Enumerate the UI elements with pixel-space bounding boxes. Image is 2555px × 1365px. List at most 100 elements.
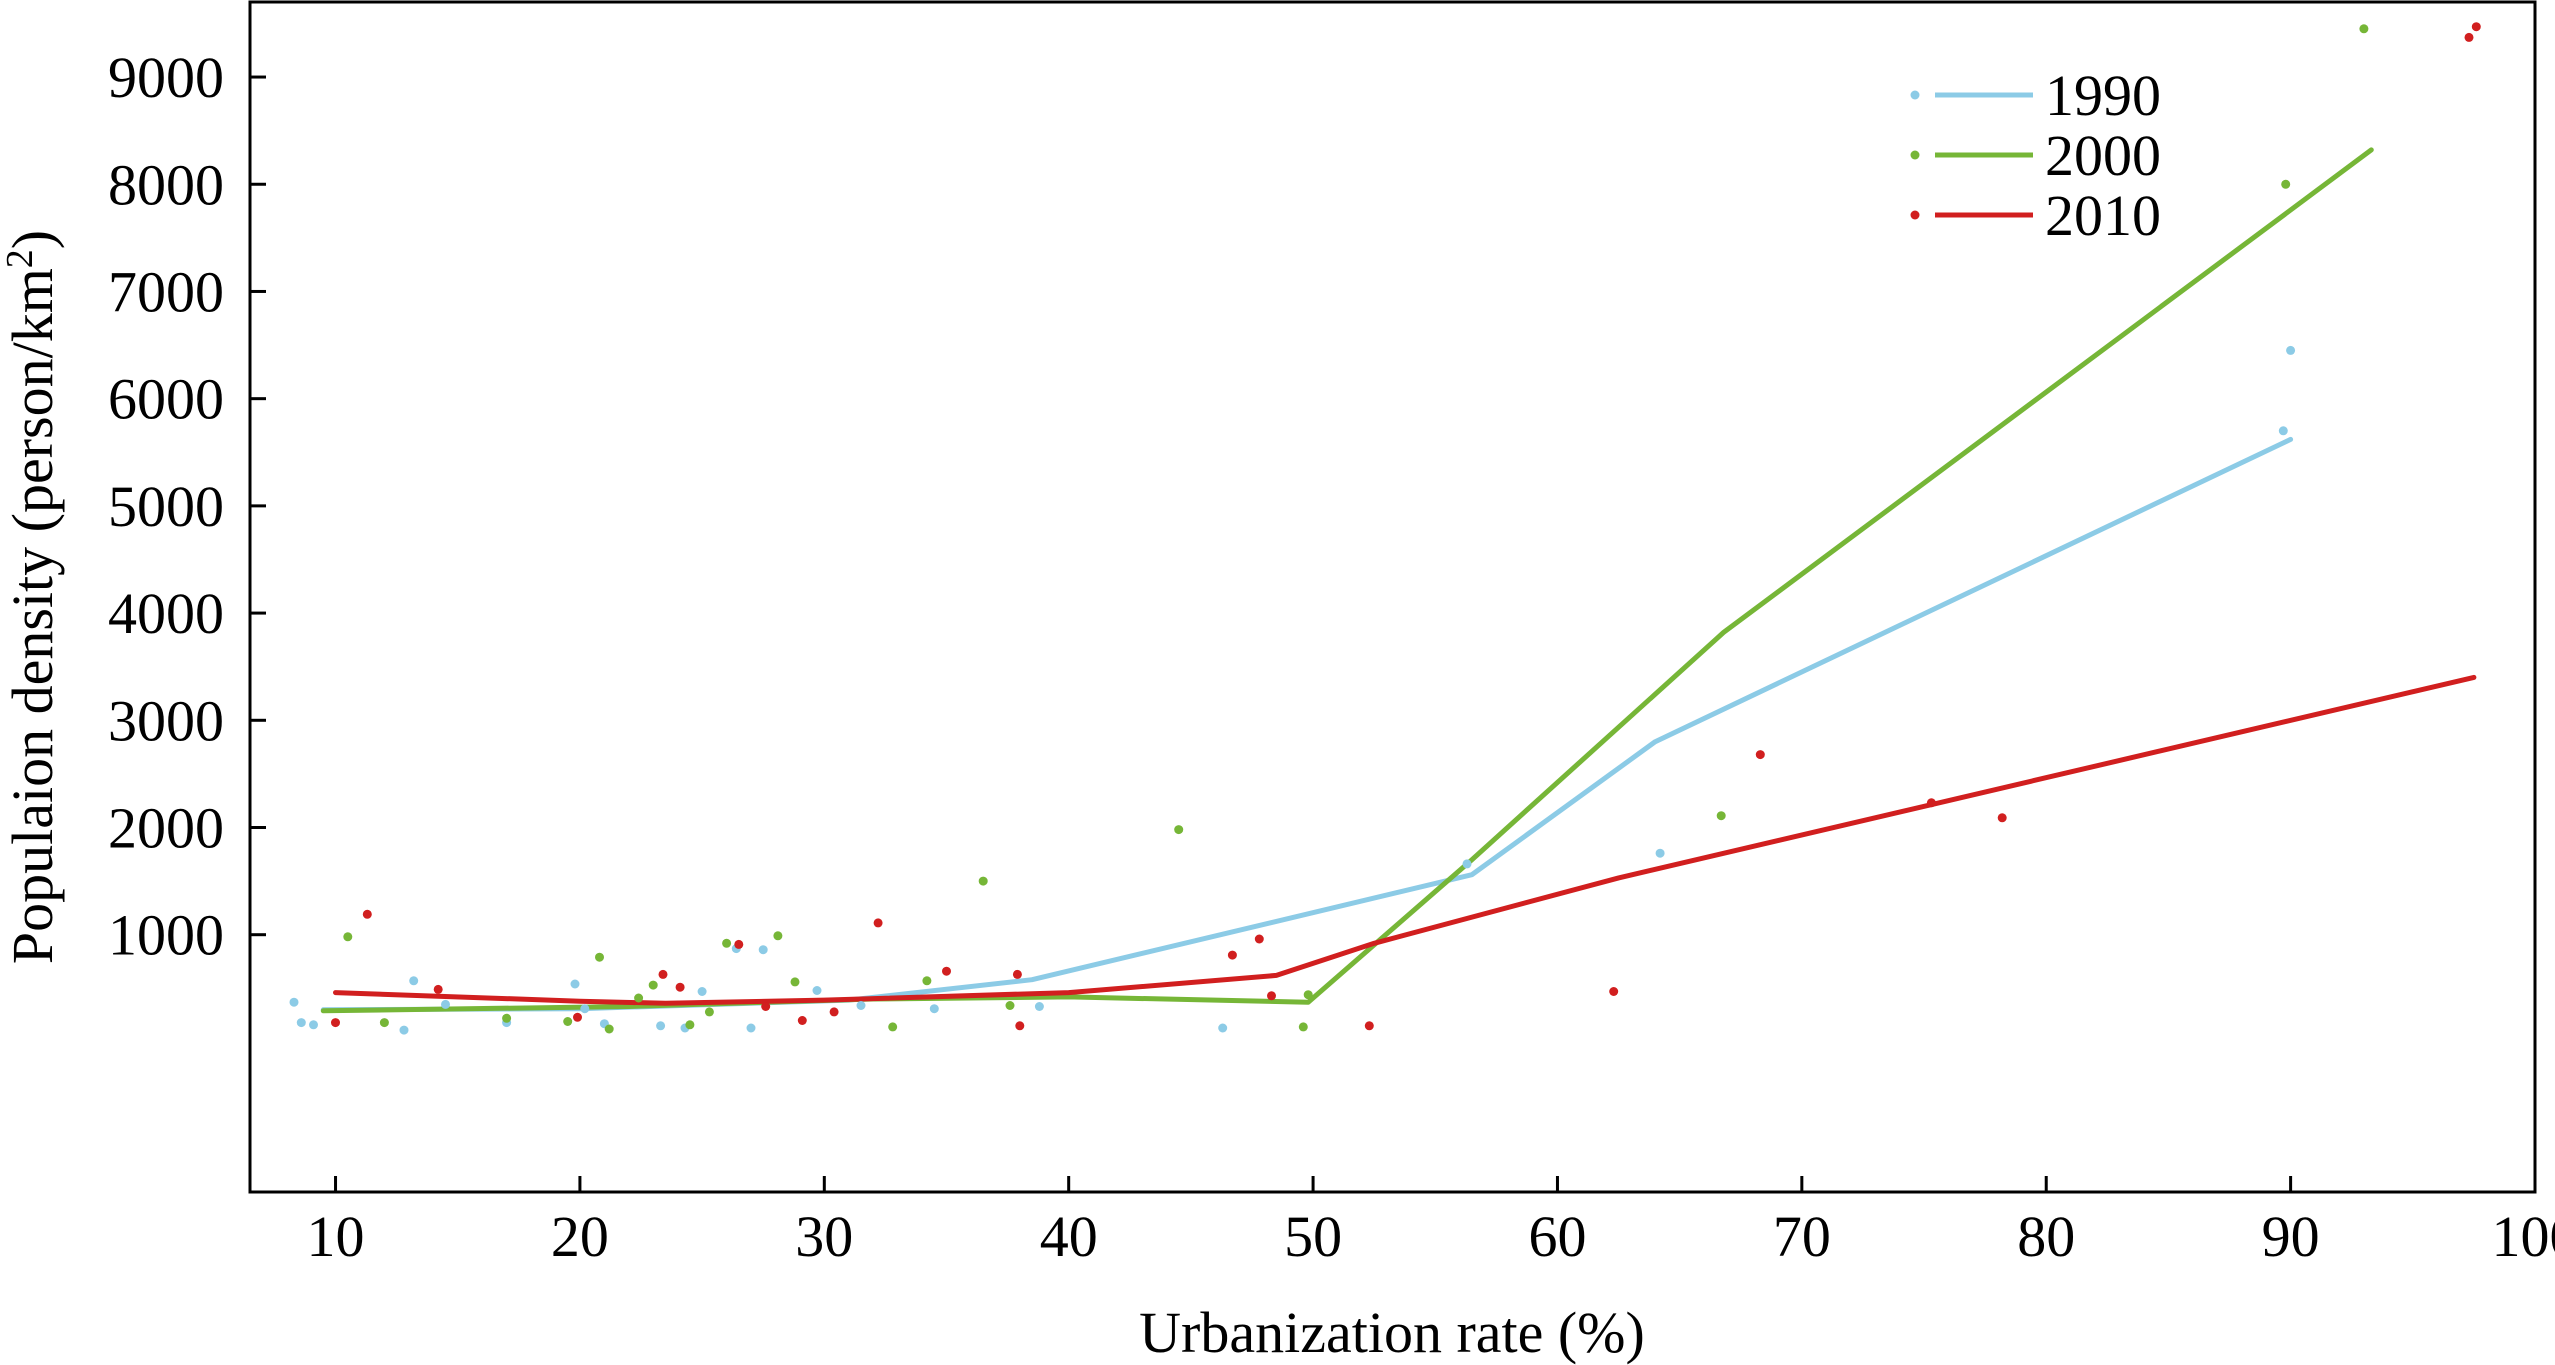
data-point-2010-17 <box>1364 1021 1374 1031</box>
x-tick-label-10: 10 <box>307 1204 365 1269</box>
data-point-1990-18 <box>929 1004 939 1014</box>
data-point-1990-23 <box>2278 426 2288 436</box>
data-point-1990-8 <box>580 1004 590 1014</box>
data-point-1990-24 <box>2286 345 2296 355</box>
data-point-2010-9 <box>829 1007 839 1017</box>
data-point-2010-16 <box>1267 991 1276 1001</box>
data-point-2010-2 <box>433 984 443 994</box>
data-point-1990-16 <box>812 986 822 995</box>
data-point-2010-3 <box>573 1012 582 1022</box>
data-point-2010-4 <box>658 969 668 979</box>
data-point-2010-21 <box>1997 813 2007 823</box>
x-tick-label-100: 100 <box>2492 1204 2555 1269</box>
data-point-2000-15 <box>978 876 988 886</box>
series-points <box>289 22 2481 1035</box>
y-tick-label-1000: 1000 <box>108 903 224 968</box>
data-point-2000-14 <box>922 976 932 986</box>
plot-frame <box>248 0 2537 1194</box>
x-tick-label-30: 30 <box>795 1204 853 1269</box>
series-lines <box>320 147 2477 1014</box>
legend-label-2000: 2000 <box>2045 123 2161 188</box>
data-point-1990-19 <box>1034 1002 1044 1011</box>
legend-marker-2000 <box>1910 150 1920 160</box>
data-point-1990-10 <box>656 1021 666 1031</box>
data-point-2000-4 <box>595 952 604 962</box>
data-point-2000-5 <box>604 1024 614 1034</box>
data-point-2000-17 <box>1174 825 1184 835</box>
legend-label-1990: 1990 <box>2045 63 2161 128</box>
legend-label-2010: 2010 <box>2045 183 2161 248</box>
x-tick-label-90: 90 <box>2262 1204 2320 1269</box>
data-point-1990-4 <box>399 1025 409 1035</box>
x-tick-label-50: 50 <box>1284 1204 1342 1269</box>
data-point-1990-2 <box>309 1020 318 1030</box>
data-point-2010-6 <box>734 939 744 949</box>
y-axis-label: Populaion density (person/km2) <box>0 230 65 964</box>
data-point-2000-18 <box>1298 1022 1308 1032</box>
data-point-2000-2 <box>502 1013 512 1023</box>
data-point-2010-8 <box>797 1016 807 1025</box>
data-point-2010-12 <box>1012 969 1022 979</box>
data-point-1990-20 <box>1218 1023 1228 1033</box>
y-tick-label-9000: 9000 <box>108 45 224 110</box>
data-point-2000-3 <box>563 1017 573 1026</box>
y-tick-label-7000: 7000 <box>108 259 224 324</box>
data-point-2000-16 <box>1005 1001 1015 1010</box>
y-tick-label-4000: 4000 <box>108 581 224 646</box>
data-point-2000-12 <box>790 977 800 987</box>
x-tick-label-60: 60 <box>1528 1204 1586 1269</box>
data-point-2010-14 <box>1227 950 1237 960</box>
data-point-2010-15 <box>1254 934 1264 944</box>
data-point-2000-9 <box>704 1007 714 1017</box>
data-point-2010-19 <box>1755 750 1765 760</box>
data-point-2010-18 <box>1609 987 1619 996</box>
data-point-1990-22 <box>1655 848 1665 858</box>
data-point-1990-17 <box>856 1001 866 1010</box>
x-axis-label: Urbanization rate (%) <box>1139 1300 1645 1365</box>
data-point-2000-7 <box>648 980 658 990</box>
data-point-2000-6 <box>634 993 644 1003</box>
y-tick-label-8000: 8000 <box>108 152 224 217</box>
data-point-2010-0 <box>331 1018 340 1028</box>
data-point-2010-13 <box>1015 1021 1025 1031</box>
data-point-1990-0 <box>289 997 299 1007</box>
data-point-2010-22 <box>2464 32 2474 42</box>
data-point-2010-5 <box>675 982 685 992</box>
data-point-2000-0 <box>343 932 353 942</box>
legend-marker-1990 <box>1910 90 1920 100</box>
y-tick-label-3000: 3000 <box>108 688 224 753</box>
data-point-2000-1 <box>379 1018 389 1028</box>
legend-marker-2010 <box>1910 210 1920 220</box>
data-point-1990-12 <box>697 987 707 996</box>
data-point-2000-20 <box>1716 811 1726 821</box>
series-line-1990 <box>320 436 2294 1013</box>
data-point-1990-21 <box>1462 859 1472 869</box>
data-point-2000-11 <box>773 931 783 941</box>
data-point-2000-13 <box>888 1022 898 1032</box>
x-tick-label-80: 80 <box>2017 1204 2075 1269</box>
data-point-2000-21 <box>2281 179 2291 189</box>
series-line-2000 <box>320 147 2374 1014</box>
y-tick-label-5000: 5000 <box>108 474 224 539</box>
y-tick-label-6000: 6000 <box>108 367 224 432</box>
y-tick-label-2000: 2000 <box>108 795 224 860</box>
data-point-1990-15 <box>758 945 768 955</box>
y-axis-label-superscript: 2 <box>0 249 41 268</box>
y-axis-label-close: ) <box>0 230 65 249</box>
data-point-2010-10 <box>873 918 883 928</box>
y-axis-label-main: Populaion density (person/km <box>0 268 65 964</box>
data-point-2000-22 <box>2359 24 2369 34</box>
data-point-2010-1 <box>362 909 372 919</box>
data-point-2010-23 <box>2471 22 2481 32</box>
data-point-2000-8 <box>685 1020 695 1030</box>
axis-ticks: 10 20 30 40 50 60 70 80 90 100 1000 2000 3000 4000 500… <box>108 45 2555 1269</box>
data-point-1990-3 <box>409 976 419 986</box>
x-tick-label-70: 70 <box>1773 1204 1831 1269</box>
data-point-2000-19 <box>1303 990 1313 1000</box>
x-tick-label-20: 20 <box>551 1204 609 1269</box>
data-point-2000-10 <box>722 938 732 948</box>
data-point-1990-14 <box>746 1023 756 1033</box>
data-point-2010-7 <box>761 1002 771 1011</box>
